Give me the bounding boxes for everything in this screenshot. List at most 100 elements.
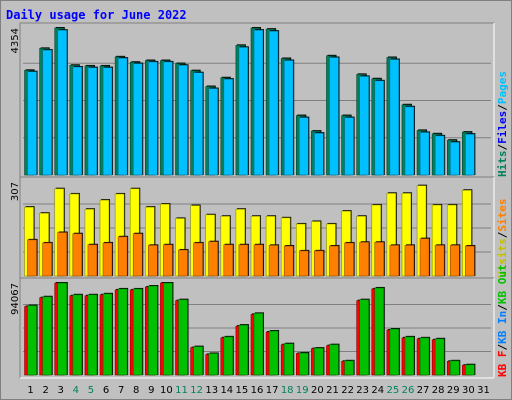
- legend-separator: /: [496, 231, 509, 238]
- x-tick-label: 17: [266, 385, 279, 396]
- bar: [449, 141, 460, 176]
- bar: [27, 239, 37, 277]
- panel-legend: Visits/Sites: [496, 199, 509, 279]
- bar: [344, 117, 354, 176]
- bar: [238, 324, 249, 376]
- bar: [298, 250, 309, 277]
- bar: [329, 245, 339, 277]
- legend-text: Visits/Sites: [496, 199, 509, 279]
- bar: [87, 244, 98, 277]
- bar: [404, 245, 415, 277]
- bar: [314, 347, 324, 376]
- bar: [374, 80, 385, 176]
- x-tick-label: 19: [296, 385, 309, 396]
- bar: [449, 360, 460, 376]
- series-sites: [27, 231, 476, 277]
- bar: [298, 352, 309, 376]
- bar: [102, 67, 113, 176]
- bar: [359, 242, 369, 277]
- bar: [238, 244, 249, 277]
- x-tick-label: 15: [236, 385, 249, 396]
- x-tick-label: 11: [175, 385, 188, 396]
- bar: [434, 245, 445, 277]
- legend-entry: Hits: [496, 151, 509, 178]
- bar: [283, 60, 294, 176]
- series-files: [27, 29, 476, 176]
- bar: [419, 238, 430, 277]
- x-tick-label: 9: [148, 385, 154, 396]
- bar: [223, 244, 234, 277]
- x-tick-label: 18: [281, 385, 294, 396]
- bar: [208, 88, 219, 176]
- bar: [193, 72, 203, 176]
- bar: [434, 135, 445, 176]
- bar: [132, 288, 143, 376]
- panel-legend: KB F/KB In/KB Out: [496, 264, 509, 377]
- x-tick-label: 10: [160, 385, 173, 396]
- bar: [148, 285, 158, 376]
- bar: [42, 296, 52, 376]
- bar: [404, 106, 415, 176]
- bar: [132, 233, 143, 277]
- y-max-label: 307: [10, 182, 21, 201]
- legend-entry: Pages: [496, 71, 509, 104]
- bar: [117, 236, 128, 277]
- bar: [102, 242, 113, 277]
- bar: [329, 57, 339, 176]
- x-tick-label: 5: [88, 385, 94, 396]
- legend-entry: KB F: [496, 351, 509, 378]
- bar: [268, 330, 279, 376]
- legend-entry: Visits: [496, 238, 509, 278]
- bar: [193, 346, 203, 376]
- panel-visits-sites: 307 Visits/Sites: [10, 176, 509, 280]
- bar: [419, 337, 430, 376]
- x-tick-label: 13: [205, 385, 218, 396]
- bar: [389, 245, 400, 277]
- bar: [148, 245, 158, 277]
- bar: [163, 244, 173, 277]
- x-tick-label: 8: [133, 385, 139, 396]
- bar: [389, 59, 400, 176]
- bar: [314, 132, 324, 176]
- bar: [27, 71, 37, 176]
- bar: [57, 232, 68, 277]
- legend-entry: KB In: [496, 311, 509, 344]
- bar: [87, 67, 98, 176]
- bar: [283, 245, 294, 277]
- bar: [465, 245, 475, 277]
- x-tick-label: 4: [73, 385, 79, 396]
- legend-entry: Files: [496, 111, 509, 144]
- x-tick-label: 28: [432, 385, 445, 396]
- x-tick-label: 14: [220, 385, 233, 396]
- x-tick-label: 29: [447, 385, 460, 396]
- bar: [314, 250, 324, 277]
- x-tick-label: 26: [402, 385, 415, 396]
- panel-legend: Hits/Files/Pages: [496, 71, 509, 177]
- legend-text: KB F/KB In/KB Out: [496, 264, 509, 377]
- x-tick-label: 1: [27, 385, 33, 396]
- bar: [27, 305, 37, 376]
- bar: [465, 133, 475, 176]
- bar: [329, 344, 339, 376]
- bar: [163, 282, 173, 376]
- x-tick-label: 6: [103, 385, 109, 396]
- chart-panels: 4354Hits/Files/Pages307Visits/Sites94067…: [10, 22, 509, 379]
- legend-entry: KB Out: [496, 264, 509, 304]
- bar: [87, 294, 98, 376]
- bar: [223, 336, 234, 376]
- bar: [374, 242, 385, 277]
- bar: [57, 282, 68, 376]
- bar: [359, 76, 369, 176]
- series-kb-out: [27, 282, 476, 376]
- bar: [404, 336, 415, 376]
- bar: [178, 299, 188, 376]
- x-tick-label: 16: [251, 385, 264, 396]
- bar: [72, 66, 83, 176]
- bar: [374, 287, 385, 376]
- legend-separator: /: [496, 104, 509, 111]
- bar: [42, 242, 52, 277]
- x-tick-label: 7: [118, 385, 124, 396]
